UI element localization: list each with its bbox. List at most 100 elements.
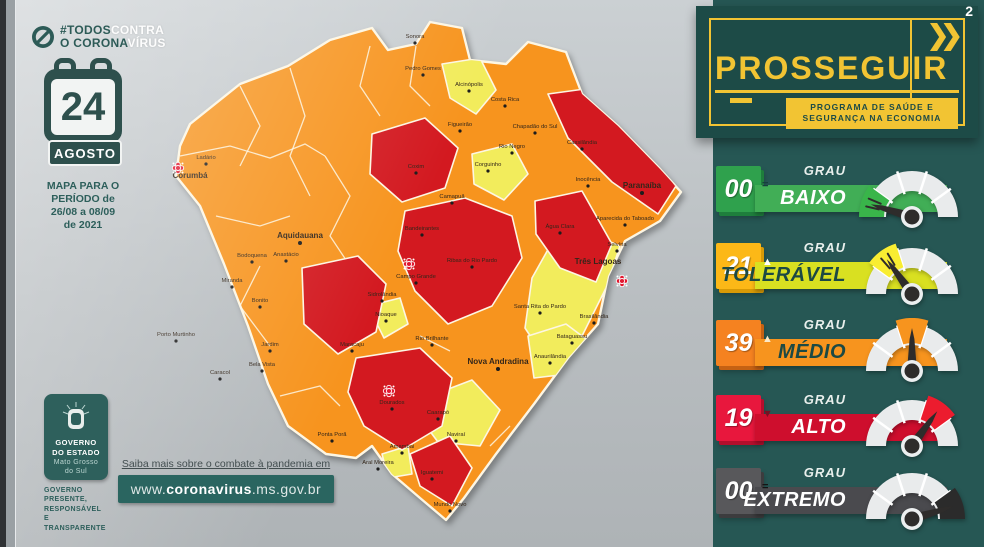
- map-label: Aral Moreira: [362, 460, 394, 466]
- count-value: 19: [724, 403, 753, 432]
- map-label: Aquidauana: [277, 231, 323, 240]
- map-label: Nioaque: [375, 312, 397, 318]
- slogan-line3: RESPONSÁVEL E: [44, 505, 102, 523]
- grau-label: GRAU: [803, 317, 846, 332]
- map-label: Caarapó: [427, 410, 449, 416]
- gov-name-line2: DO ESTADO: [52, 447, 100, 457]
- map-label: Maracaju: [340, 342, 364, 348]
- map-label: Bonito: [252, 298, 268, 304]
- map-label: Chapadão do Sul: [513, 124, 558, 130]
- city-dot: [467, 89, 471, 93]
- count-badge: 19: [716, 395, 761, 441]
- city-dot: [390, 407, 394, 411]
- city-dot: [538, 311, 542, 315]
- city-dot: [486, 169, 490, 173]
- map-label: Jardim: [261, 342, 279, 348]
- city-dot: [380, 299, 384, 303]
- city-dot: [430, 343, 434, 347]
- city-dot: [450, 201, 454, 205]
- map-label: Dourados: [379, 400, 404, 406]
- trend-indicator: ▼: [762, 408, 773, 420]
- url-bold: coronavirus: [166, 481, 252, 497]
- map-label: Ladário: [196, 155, 215, 161]
- map-label: Naviraí: [447, 432, 466, 438]
- map-label: Bataguassu: [557, 334, 588, 340]
- government-logo: GOVERNO DO ESTADO Mato Grosso do Sul GOV…: [44, 394, 108, 533]
- government-slogan: GOVERNO PRESENTE, RESPONSÁVEL E TRANSPAR…: [44, 486, 108, 533]
- calendar-icon: 24 AGOSTO: [44, 58, 122, 170]
- map-label: Anaurilândia: [534, 354, 567, 360]
- city-dot: [218, 377, 222, 381]
- info-text: Saiba mais sobre o combate à pandemia em: [121, 458, 331, 470]
- header-divider: [910, 18, 912, 126]
- period-line2: PERÍODO de: [51, 193, 115, 206]
- gauge-icon: [846, 307, 978, 385]
- gauge-svg: [866, 395, 958, 457]
- level-label: EXTREMO: [743, 489, 846, 511]
- city-dot: [580, 147, 584, 151]
- gauge-svg: [866, 318, 958, 382]
- info-banner: Saiba mais sobre o combate à pandemia em…: [118, 458, 334, 503]
- legend-row-alto: 19 ▼ GRAU ALTO: [713, 392, 984, 475]
- map-label: Anastácio: [273, 252, 298, 258]
- slogan-line2: PRESENTE,: [44, 496, 88, 504]
- map-label: Camapuã: [439, 194, 465, 200]
- map-label: Amambai: [390, 444, 414, 450]
- city-dot: [376, 467, 380, 471]
- gov-state-line2: do Sul: [64, 467, 88, 475]
- count-value: 00: [724, 476, 753, 505]
- calendar-day-panel: 24: [51, 79, 115, 135]
- map-label: Bodoquena: [237, 253, 267, 259]
- gov-name-line1: GOVERNO: [55, 438, 97, 447]
- map-label: Sonora: [406, 34, 425, 40]
- city-dot: [284, 259, 288, 263]
- gauge-icon: [846, 455, 978, 533]
- city-dot: [430, 477, 434, 481]
- url-prefix: www.: [130, 481, 167, 497]
- city-dot: [470, 265, 474, 269]
- map-label: Rio Brilhante: [415, 336, 448, 342]
- url-suffix: .ms.gov.br: [251, 481, 322, 497]
- map-label: Bandeirantes: [405, 226, 439, 232]
- grau-label: GRAU: [803, 465, 846, 480]
- gauge-svg: [866, 472, 965, 530]
- city-dot: [640, 191, 644, 195]
- map-label: Brasilândia: [580, 314, 609, 320]
- macro-region-marker: [171, 161, 185, 175]
- title-dash: [730, 98, 752, 103]
- map-label: Santa Rita do Pardo: [514, 304, 566, 310]
- government-badge: GOVERNO DO ESTADO Mato Grosso do Sul: [44, 394, 108, 480]
- city-dot: [558, 231, 562, 235]
- wordmark-line1-left: #TODOS: [60, 23, 111, 38]
- wordmark-line2-left: O CORONA: [60, 36, 128, 50]
- map-label: Bela Vista: [249, 362, 276, 368]
- period-line1: MAPA PARA O: [46, 180, 120, 192]
- map-label: Coxim: [408, 164, 425, 170]
- map-label: Campo Grande: [396, 274, 436, 280]
- count-value: 21: [724, 251, 753, 280]
- map-label: Aparecida do Taboado: [596, 216, 654, 222]
- map-label: Pedro Gomes: [405, 66, 441, 72]
- city-dot: [510, 151, 514, 155]
- count-badge: 00: [716, 468, 761, 514]
- map-label: Selvíria: [607, 242, 627, 248]
- no-virus-icon: [32, 26, 54, 48]
- map-label: Caracol: [210, 370, 230, 376]
- state-crest-icon: [62, 402, 90, 429]
- city-dot: [421, 73, 425, 77]
- trend-indicator: =: [762, 481, 769, 493]
- coronavirus-url-button[interactable]: www.coronavirus.ms.gov.br: [118, 475, 334, 503]
- calendar-month: AGOSTO: [48, 140, 122, 166]
- map-label: Corguinho: [475, 162, 502, 168]
- trend-indicator: ▲: [762, 256, 773, 268]
- calendar-body: 24: [44, 69, 122, 143]
- count-badge: 39: [716, 320, 761, 366]
- legend-row-extremo: 00 = GRAU EXTREMO: [713, 465, 984, 547]
- count-badge: 00: [716, 166, 761, 212]
- gauge-svg: [866, 243, 958, 305]
- map-label: Nova Andradina: [467, 357, 529, 366]
- city-dot: [533, 131, 537, 135]
- level-label: ALTO: [791, 416, 846, 438]
- macro-region-marker: [382, 384, 396, 398]
